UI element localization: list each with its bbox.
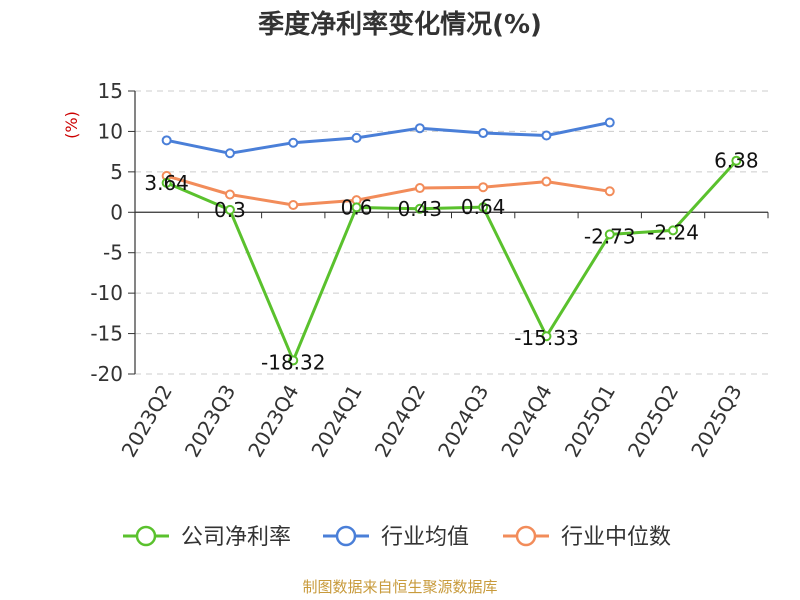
y-axis-label: (%) bbox=[62, 111, 81, 139]
legend-marker bbox=[515, 525, 537, 547]
data-label: -18.32 bbox=[261, 350, 325, 374]
data-point bbox=[351, 202, 362, 213]
data-point bbox=[288, 355, 299, 366]
data-point bbox=[351, 132, 362, 143]
data-point bbox=[541, 176, 552, 187]
data-point bbox=[668, 225, 679, 236]
legend-marker bbox=[335, 525, 357, 547]
data-label: 3.64 bbox=[144, 171, 189, 195]
data-point bbox=[478, 202, 489, 213]
legend-label: 公司净利率 bbox=[181, 525, 291, 550]
y-tick-label: -5 bbox=[103, 241, 123, 265]
y-tick-label: -15 bbox=[90, 322, 123, 346]
series-line bbox=[166, 121, 611, 155]
data-point bbox=[161, 135, 172, 146]
x-tick-label: 2025Q2 bbox=[623, 381, 683, 462]
chart-title: 季度净利率变化情况(%) bbox=[258, 9, 542, 40]
x-tick-label: 2025Q3 bbox=[686, 381, 746, 462]
data-label: 6.38 bbox=[714, 149, 759, 173]
x-tick-label: 2024Q3 bbox=[433, 381, 493, 462]
data-labels: 3.64 0.3 -18.32 0.6 0.43 0.64 -15.33 -2.73 -2.24… bbox=[144, 149, 758, 375]
y-tick-label: 15 bbox=[98, 79, 123, 103]
x-tick-label: 2024Q1 bbox=[306, 381, 366, 462]
data-point bbox=[541, 130, 552, 141]
data-point bbox=[288, 200, 299, 211]
data-point bbox=[478, 128, 489, 139]
data-label: -2.24 bbox=[647, 220, 699, 244]
y-tick-label: 0 bbox=[110, 200, 123, 224]
data-point bbox=[604, 229, 615, 240]
x-tick-label: 2024Q4 bbox=[496, 381, 556, 462]
x-tick-label: 2023Q3 bbox=[180, 381, 240, 462]
source-note: 制图数据来自恒生聚源数据库 bbox=[302, 578, 497, 596]
data-point bbox=[224, 204, 235, 215]
data-point bbox=[604, 117, 615, 128]
x-tick-label: 2023Q4 bbox=[243, 381, 303, 462]
x-tick-label: 2024Q2 bbox=[370, 381, 430, 462]
data-point bbox=[161, 177, 172, 188]
data-label: 0.64 bbox=[461, 195, 506, 219]
data-label: 0.43 bbox=[398, 197, 443, 221]
series-line bbox=[166, 174, 611, 207]
data-point bbox=[604, 186, 615, 197]
series-lines bbox=[161, 117, 742, 366]
y-tick-label: -10 bbox=[90, 281, 123, 305]
data-label: -15.33 bbox=[514, 326, 578, 350]
data-label: 0.6 bbox=[341, 195, 373, 219]
x-tick-label: 2023Q2 bbox=[117, 381, 177, 462]
legend-label: 行业均值 bbox=[381, 525, 469, 550]
data-point bbox=[731, 155, 742, 166]
data-point bbox=[414, 203, 425, 214]
y-tick-label: -20 bbox=[90, 362, 123, 386]
legend: 公司净利率 行业均值 行业中位数 bbox=[123, 525, 671, 550]
data-point bbox=[541, 331, 552, 342]
series-line bbox=[166, 159, 738, 362]
data-point bbox=[224, 148, 235, 159]
y-tick-label: 5 bbox=[110, 160, 123, 184]
y-tick-label: 10 bbox=[98, 119, 123, 143]
data-label: 0.3 bbox=[214, 198, 246, 222]
data-point bbox=[414, 123, 425, 134]
data-label: -2.73 bbox=[584, 224, 636, 248]
legend-marker bbox=[135, 525, 157, 547]
data-point bbox=[414, 183, 425, 194]
data-point bbox=[224, 189, 235, 200]
data-point bbox=[288, 137, 299, 148]
x-tick-label: 2025Q1 bbox=[560, 381, 620, 462]
data-point bbox=[478, 182, 489, 193]
legend-label: 行业中位数 bbox=[561, 525, 671, 550]
